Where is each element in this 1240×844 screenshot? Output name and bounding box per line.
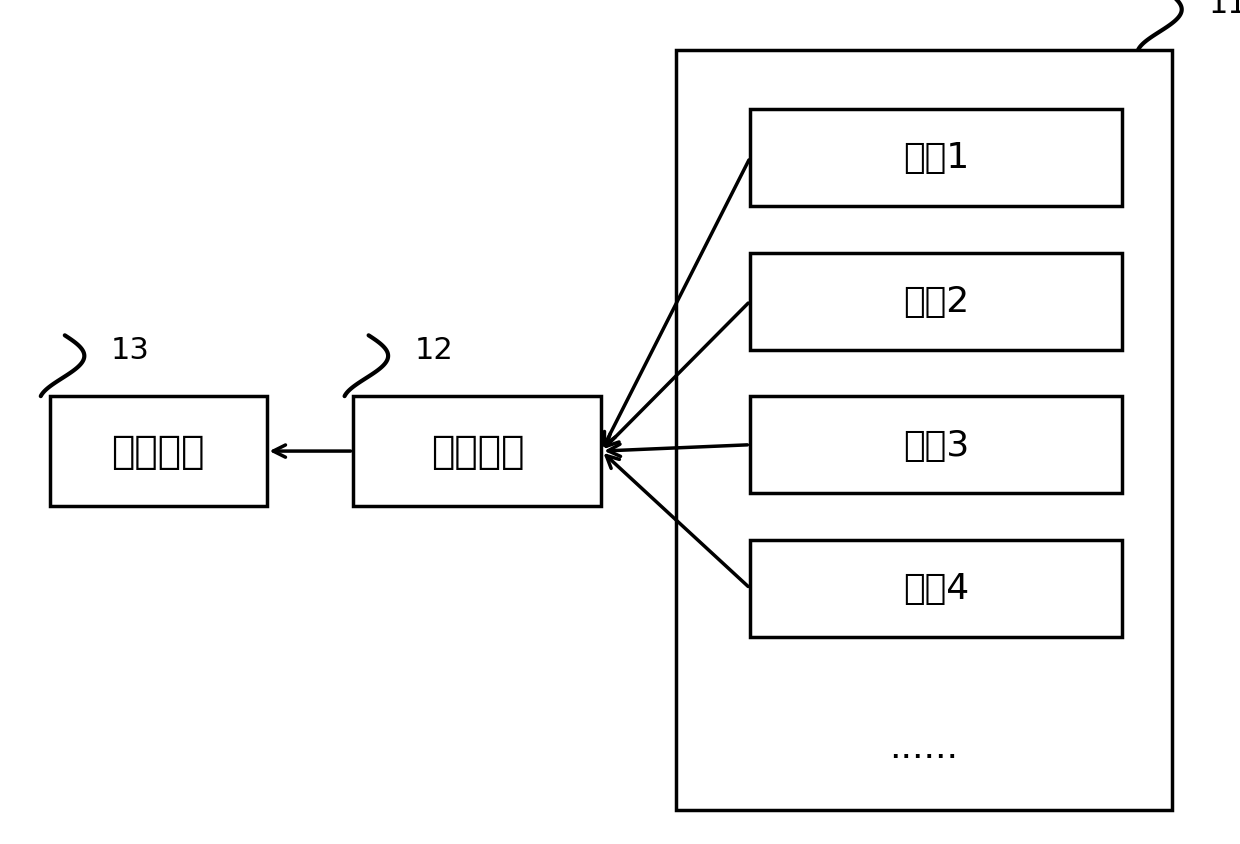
Text: 12: 12	[414, 336, 454, 365]
Bar	[750, 253, 1122, 350]
Text: 13: 13	[110, 336, 150, 365]
Text: 11: 11	[1208, 0, 1240, 19]
Bar	[50, 397, 267, 506]
Text: 数据平台: 数据平台	[112, 433, 205, 470]
Text: 渠道2: 渠道2	[903, 284, 970, 319]
Bar	[750, 397, 1122, 494]
Text: 渠道1: 渠道1	[903, 141, 970, 176]
Text: 处理组件: 处理组件	[430, 433, 525, 470]
Text: 渠道3: 渠道3	[903, 428, 970, 463]
Bar	[676, 51, 1172, 810]
Bar	[750, 540, 1122, 637]
Bar	[353, 397, 601, 506]
Text: ......: ......	[889, 730, 959, 764]
Bar	[750, 110, 1122, 207]
Text: 渠道4: 渠道4	[903, 571, 970, 606]
